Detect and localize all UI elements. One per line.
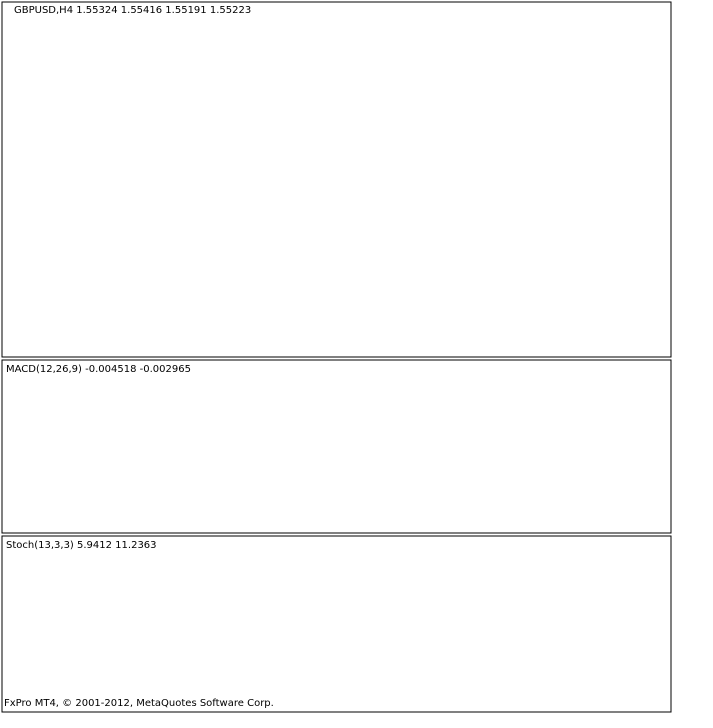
- macd-panel: [1, 359, 672, 534]
- macd-title: MACD(12,26,9) -0.004518 -0.002965: [6, 364, 191, 375]
- price-panel: [1, 1, 672, 358]
- stoch-title: Stoch(13,3,3) 5.9412 11.2363: [6, 540, 157, 551]
- copyright: FxPro MT4, © 2001-2012, MetaQuotes Softw…: [4, 698, 274, 709]
- text-layer: GBPUSD,H4 1.55324 1.55416 1.55191 1.5522…: [4, 5, 274, 709]
- stoch-panel: [1, 535, 672, 713]
- price-title: GBPUSD,H4 1.55324 1.55416 1.55191 1.5522…: [14, 5, 251, 16]
